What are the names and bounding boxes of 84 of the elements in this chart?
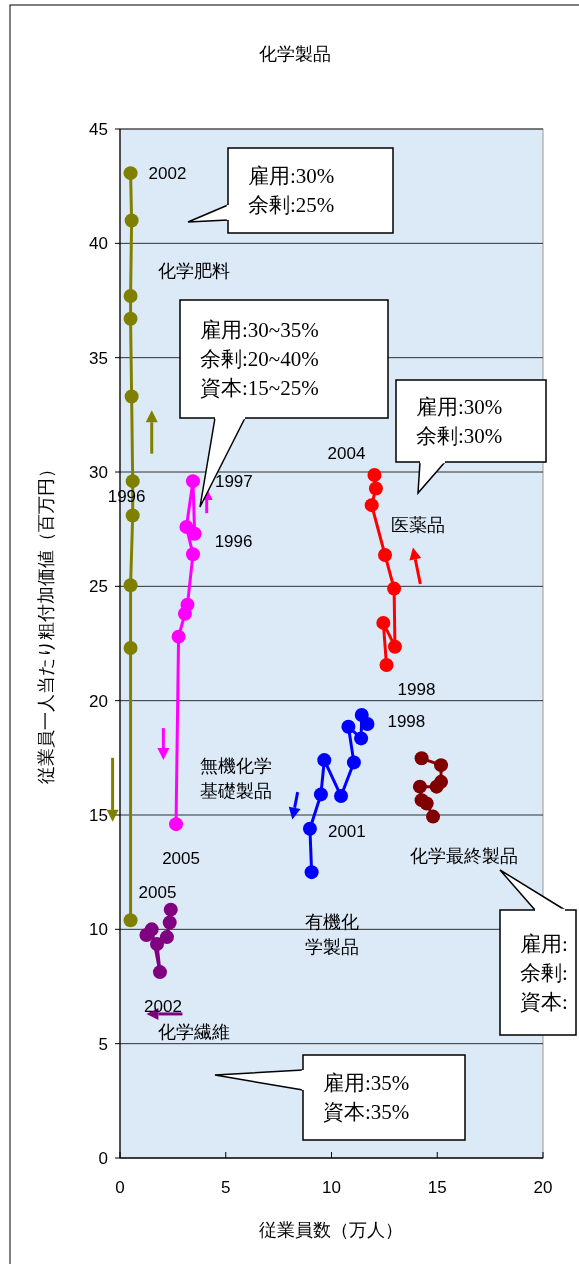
point bbox=[302, 821, 317, 836]
point bbox=[123, 311, 138, 326]
point bbox=[313, 787, 328, 802]
point bbox=[152, 965, 167, 980]
y-tick-label: 40 bbox=[89, 234, 108, 254]
point bbox=[354, 708, 369, 723]
point bbox=[124, 213, 139, 228]
annotation: 1996 bbox=[214, 531, 253, 551]
point bbox=[123, 641, 138, 656]
point bbox=[364, 498, 379, 513]
point bbox=[376, 615, 391, 630]
annotation: 雇用:35% 資本:35% bbox=[323, 1071, 410, 1124]
series-label: 無機化学基礎製品 bbox=[200, 756, 272, 801]
point bbox=[125, 508, 140, 523]
point bbox=[429, 779, 444, 794]
annotation: 1998 bbox=[387, 711, 426, 731]
point bbox=[139, 928, 154, 943]
point bbox=[434, 758, 449, 773]
point bbox=[150, 936, 165, 951]
y-tick-label: 35 bbox=[89, 348, 108, 368]
y-tick-label: 0 bbox=[98, 1149, 108, 1168]
point bbox=[123, 288, 138, 303]
chart-title: 化学製品 bbox=[259, 44, 331, 64]
y-tick-label: 10 bbox=[89, 920, 108, 940]
annotation: 2002 bbox=[144, 997, 182, 1017]
annotation: 2001 bbox=[327, 821, 366, 841]
point bbox=[123, 166, 138, 181]
y-tick-label: 5 bbox=[98, 1034, 108, 1054]
point bbox=[124, 389, 139, 404]
point bbox=[387, 581, 402, 596]
series-label: 有機化学製品 bbox=[305, 912, 359, 957]
point bbox=[123, 578, 138, 593]
y-axis-title: 従業員一人当たり粗付加価値（百万円） bbox=[36, 459, 56, 784]
point bbox=[169, 817, 184, 832]
annotation: 2002 bbox=[148, 164, 187, 184]
y-tick-label: 15 bbox=[89, 806, 108, 825]
series-label: 化学肥料 bbox=[158, 261, 230, 281]
x-tick-label: 5 bbox=[221, 1178, 231, 1197]
point bbox=[346, 755, 361, 770]
legend-label: 化学繊維 bbox=[158, 1022, 230, 1042]
annotation: 雇用:30~35% 余剰:20~40% 資本:15~25% bbox=[200, 318, 319, 400]
annotation: 雇用:30% 余剰:30% bbox=[416, 394, 503, 448]
point bbox=[163, 902, 178, 917]
point bbox=[387, 639, 402, 654]
point bbox=[179, 519, 194, 534]
point bbox=[177, 606, 192, 621]
x-tick-label: 0 bbox=[115, 1178, 125, 1197]
point bbox=[162, 915, 177, 930]
y-tick-label: 25 bbox=[89, 577, 108, 597]
point bbox=[341, 719, 356, 734]
annotation: 2005 bbox=[138, 883, 177, 903]
y-tick-label: 45 bbox=[89, 120, 108, 139]
point bbox=[125, 474, 140, 489]
x-tick-label: 10 bbox=[322, 1178, 341, 1197]
annotation: 雇用: 余剰: 資本: bbox=[520, 931, 568, 1014]
point bbox=[367, 467, 382, 482]
point bbox=[185, 474, 200, 489]
point bbox=[304, 865, 319, 880]
point bbox=[123, 913, 138, 928]
point bbox=[354, 731, 369, 746]
annotation: 雇用:30% 余剰:25% bbox=[248, 164, 335, 217]
annotation: 1998 bbox=[397, 679, 436, 699]
x-tick-label: 15 bbox=[427, 1178, 447, 1197]
y-tick-label: 20 bbox=[89, 691, 108, 711]
annotation: 1997 bbox=[214, 472, 253, 492]
point bbox=[317, 753, 332, 768]
point bbox=[185, 547, 200, 562]
annotation: 2005 bbox=[162, 849, 200, 869]
point bbox=[334, 789, 349, 804]
series-label: 医薬品 bbox=[391, 515, 445, 535]
point bbox=[419, 796, 434, 811]
x-axis-title: 従業員数（万人） bbox=[259, 1220, 403, 1240]
point bbox=[414, 751, 429, 766]
point bbox=[368, 481, 383, 496]
annotation: 2004 bbox=[327, 443, 366, 463]
point bbox=[159, 930, 174, 945]
point bbox=[379, 658, 394, 672]
y-tick-label: 30 bbox=[89, 463, 108, 482]
point bbox=[426, 809, 441, 824]
point bbox=[378, 548, 393, 563]
point bbox=[412, 779, 427, 794]
x-tick-label: 20 bbox=[533, 1178, 553, 1197]
series-label: 化学最終製品 bbox=[410, 846, 518, 866]
point bbox=[171, 629, 186, 644]
